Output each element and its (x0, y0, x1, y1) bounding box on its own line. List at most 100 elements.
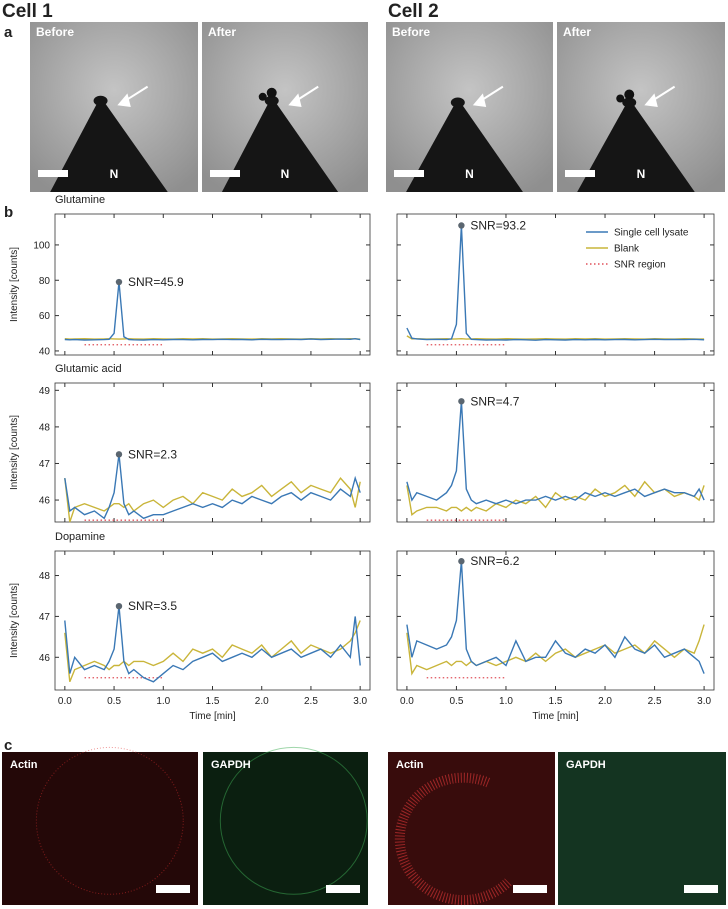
needle (577, 98, 695, 192)
chart-title: Glutamic acid (55, 363, 122, 375)
scale-bar (394, 170, 424, 177)
snr-annotation: SNR=2.3 (128, 447, 177, 461)
x-axis-label: Time [min] (189, 711, 236, 722)
y-tick-label: 46 (39, 496, 51, 507)
scale-bar (38, 170, 68, 177)
well-outline (219, 746, 368, 895)
chart-title: Dopamine (55, 531, 105, 543)
series-line (406, 624, 705, 676)
series-line (64, 476, 361, 523)
image-label: Before (392, 25, 430, 39)
series-line (64, 620, 361, 683)
series-line (406, 561, 705, 674)
plot-frame (54, 213, 371, 356)
arrow-head (644, 93, 658, 107)
x-tick-label: 1.0 (156, 696, 170, 707)
arrow-head (288, 93, 302, 107)
x-tick-label: 2.0 (598, 696, 612, 707)
needle-label: N (110, 167, 119, 181)
panel-letter: a (4, 24, 13, 41)
peak-marker (115, 278, 123, 286)
x-tick-label: 0.5 (107, 696, 121, 707)
snr-annotation: SNR=45.9 (128, 275, 184, 289)
needle (221, 96, 339, 192)
peak-marker (115, 602, 123, 610)
panel-letter: b (4, 204, 13, 221)
needle-label: N (465, 167, 474, 181)
x-tick-label: 1.5 (549, 696, 563, 707)
cell-signal (394, 772, 512, 906)
image-label: Actin (10, 759, 38, 771)
plot-frame (396, 382, 715, 523)
y-tick-label: 49 (39, 386, 51, 397)
y-tick-label: 48 (39, 422, 51, 433)
needle-label: N (637, 167, 646, 181)
needle-tip (450, 97, 465, 108)
y-tick-label: 48 (39, 571, 51, 582)
x-tick-label: 1.0 (499, 696, 513, 707)
chart-title: Glutamine (55, 194, 105, 206)
scale-bar (326, 885, 360, 893)
y-axis-label: Intensity [counts] (9, 247, 20, 322)
needle-label: N (281, 167, 290, 181)
plot-frame (396, 550, 715, 691)
x-tick-label: 0.0 (400, 696, 414, 707)
y-axis-label: Intensity [counts] (9, 415, 20, 490)
series-line (64, 606, 361, 683)
series-line (64, 281, 361, 341)
bead (258, 92, 267, 101)
snr-annotation: SNR=4.7 (470, 394, 519, 408)
needle-tip (622, 97, 637, 108)
snr-annotation: SNR=93.2 (470, 218, 526, 232)
x-axis-label: Time [min] (532, 711, 579, 722)
scale-bar (513, 885, 547, 893)
image-label: After (563, 25, 591, 39)
x-tick-label: 0.5 (449, 696, 463, 707)
series-line (406, 225, 705, 341)
image-label: Before (36, 25, 74, 39)
peak-marker (458, 222, 465, 229)
y-tick-label: 100 (33, 240, 50, 251)
legend-label: Blank (614, 244, 640, 255)
well-outline (35, 746, 184, 895)
bead (266, 87, 277, 98)
y-tick-label: 60 (39, 311, 51, 322)
needle-tip (93, 95, 108, 106)
cell-title: Cell 2 (388, 1, 439, 22)
x-tick-label: 3.0 (697, 696, 711, 707)
arrow-head (117, 93, 131, 107)
scale-bar (565, 170, 595, 177)
cell-title: Cell 1 (2, 1, 53, 22)
x-tick-label: 3.0 (353, 696, 367, 707)
y-tick-label: 46 (39, 653, 51, 664)
peak-marker (458, 398, 465, 405)
image-label: GAPDH (211, 759, 251, 771)
x-tick-label: 2.5 (648, 696, 662, 707)
series-line (64, 454, 361, 520)
series-line (406, 480, 705, 516)
x-tick-label: 2.5 (304, 696, 318, 707)
series-line (406, 401, 705, 505)
x-tick-label: 2.0 (255, 696, 269, 707)
y-tick-label: 47 (39, 612, 51, 623)
legend-label: SNR region (614, 260, 666, 271)
needle-tip (264, 95, 279, 106)
snr-annotation: SNR=3.5 (128, 599, 177, 613)
bead (624, 89, 635, 100)
peak-marker (115, 451, 123, 458)
needle (50, 96, 168, 192)
panel-letter: c (4, 737, 12, 754)
y-tick-label: 47 (39, 459, 51, 470)
bead (616, 94, 625, 103)
image-label: Actin (396, 759, 424, 771)
peak-marker (458, 558, 465, 565)
scale-bar (156, 885, 190, 893)
y-tick-label: 80 (39, 276, 51, 287)
arrow-head (472, 93, 487, 107)
x-tick-label: 0.0 (58, 696, 72, 707)
scale-bar (210, 170, 240, 177)
fluorescence-image (203, 752, 368, 905)
fluorescence-image (388, 752, 555, 905)
scale-bar (684, 885, 718, 893)
